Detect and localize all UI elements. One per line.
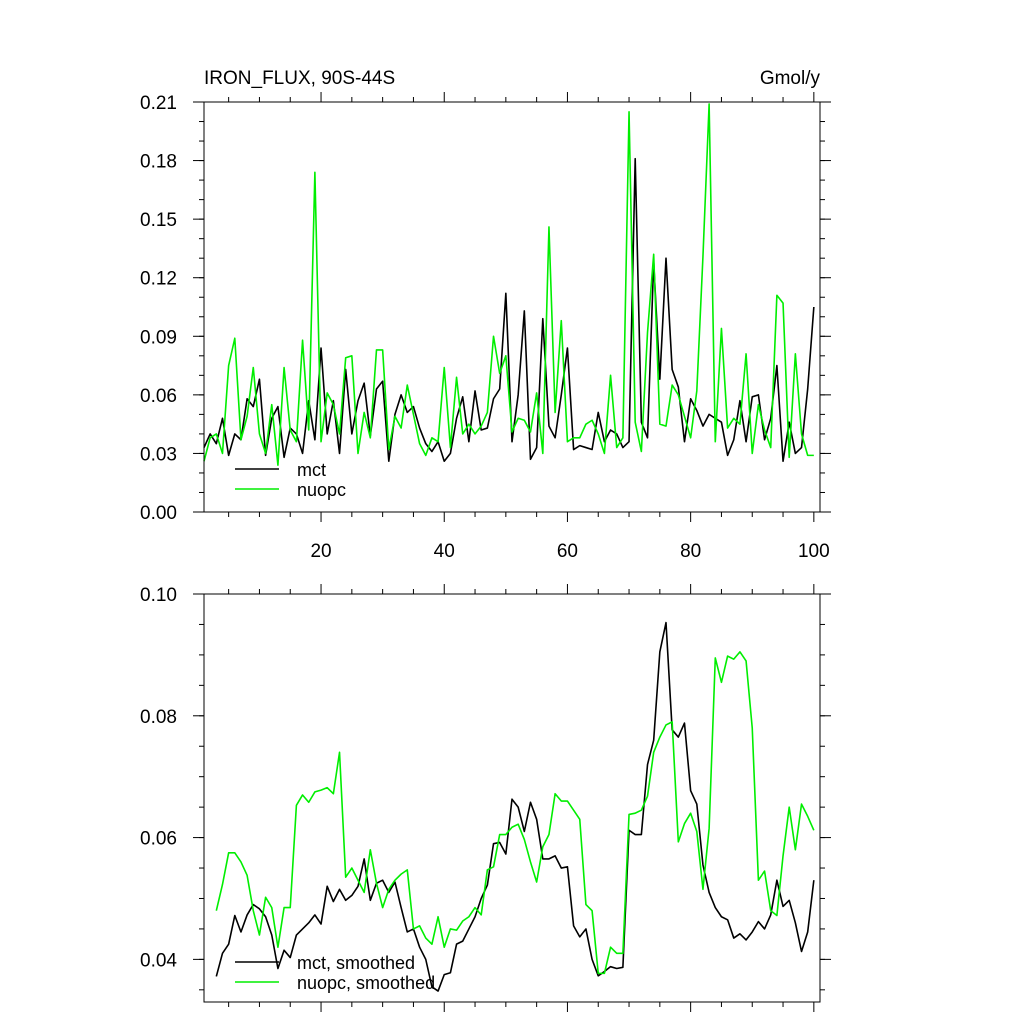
top-y-tick-label: 0.12 bbox=[140, 269, 177, 290]
bottom-panel-legend: mct, smoothed nuopc, smoothed bbox=[235, 953, 435, 993]
bottom-panel-axes: 0.04 0.06 0.08 0.10 bbox=[140, 584, 831, 1012]
legend-label-nuopc: nuopc bbox=[297, 480, 346, 500]
bottom-series-line-mct-smoothed bbox=[215, 621, 815, 992]
bottom-plot-frame bbox=[203, 593, 821, 1003]
bottom-panel: 0.04 0.06 0.08 0.10 mct, smoothed nuopc, sm… bbox=[140, 584, 831, 1012]
bottom-panel-lines bbox=[215, 621, 815, 992]
legend-label-nuopc-smoothed: nuopc, smoothed bbox=[297, 973, 435, 993]
top-x-tick-label: 20 bbox=[310, 541, 331, 562]
top-panel-lines bbox=[203, 103, 815, 466]
top-y-tick-label: 0.06 bbox=[140, 386, 177, 407]
top-panel: IRON_FLUX, 90S-44S Gmol/y 20 40 60 80 100 0.0… bbox=[140, 68, 831, 562]
top-plot-frame bbox=[203, 101, 821, 513]
top-y-tick-label: 0.15 bbox=[140, 210, 177, 231]
bottom-y-tick-label: 0.06 bbox=[140, 829, 177, 850]
top-panel-units: Gmol/y bbox=[760, 68, 821, 89]
top-x-tick-label: 60 bbox=[557, 541, 578, 562]
top-series-line-mct bbox=[203, 157, 815, 463]
legend-label-mct-smoothed: mct, smoothed bbox=[297, 953, 415, 973]
top-y-tick-label: 0.18 bbox=[140, 152, 177, 173]
bottom-y-tick-label: 0.04 bbox=[140, 950, 177, 971]
top-x-tick-label: 40 bbox=[434, 541, 455, 562]
top-y-tick-label: 0.03 bbox=[140, 444, 177, 465]
top-series-line-nuopc bbox=[203, 103, 814, 466]
bottom-y-tick-label: 0.10 bbox=[140, 585, 177, 606]
legend-label-mct: mct bbox=[297, 460, 326, 480]
top-panel-legend: mct nuopc bbox=[235, 460, 346, 500]
bottom-y-tick-label: 0.08 bbox=[140, 707, 177, 728]
top-x-tick-label: 80 bbox=[680, 541, 701, 562]
top-y-tick-label: 0.00 bbox=[140, 503, 177, 524]
top-y-tick-label: 0.21 bbox=[140, 93, 177, 114]
top-panel-title: IRON_FLUX, 90S-44S bbox=[204, 68, 395, 89]
top-x-tick-label: 100 bbox=[798, 541, 830, 562]
top-y-tick-label: 0.09 bbox=[140, 327, 177, 348]
bottom-series-line-nuopc-smoothed bbox=[215, 651, 815, 975]
top-panel-axes: 20 40 60 80 100 0.00 0.03 0.06 0.09 0.12 0.15 0.18 0… bbox=[140, 92, 831, 562]
